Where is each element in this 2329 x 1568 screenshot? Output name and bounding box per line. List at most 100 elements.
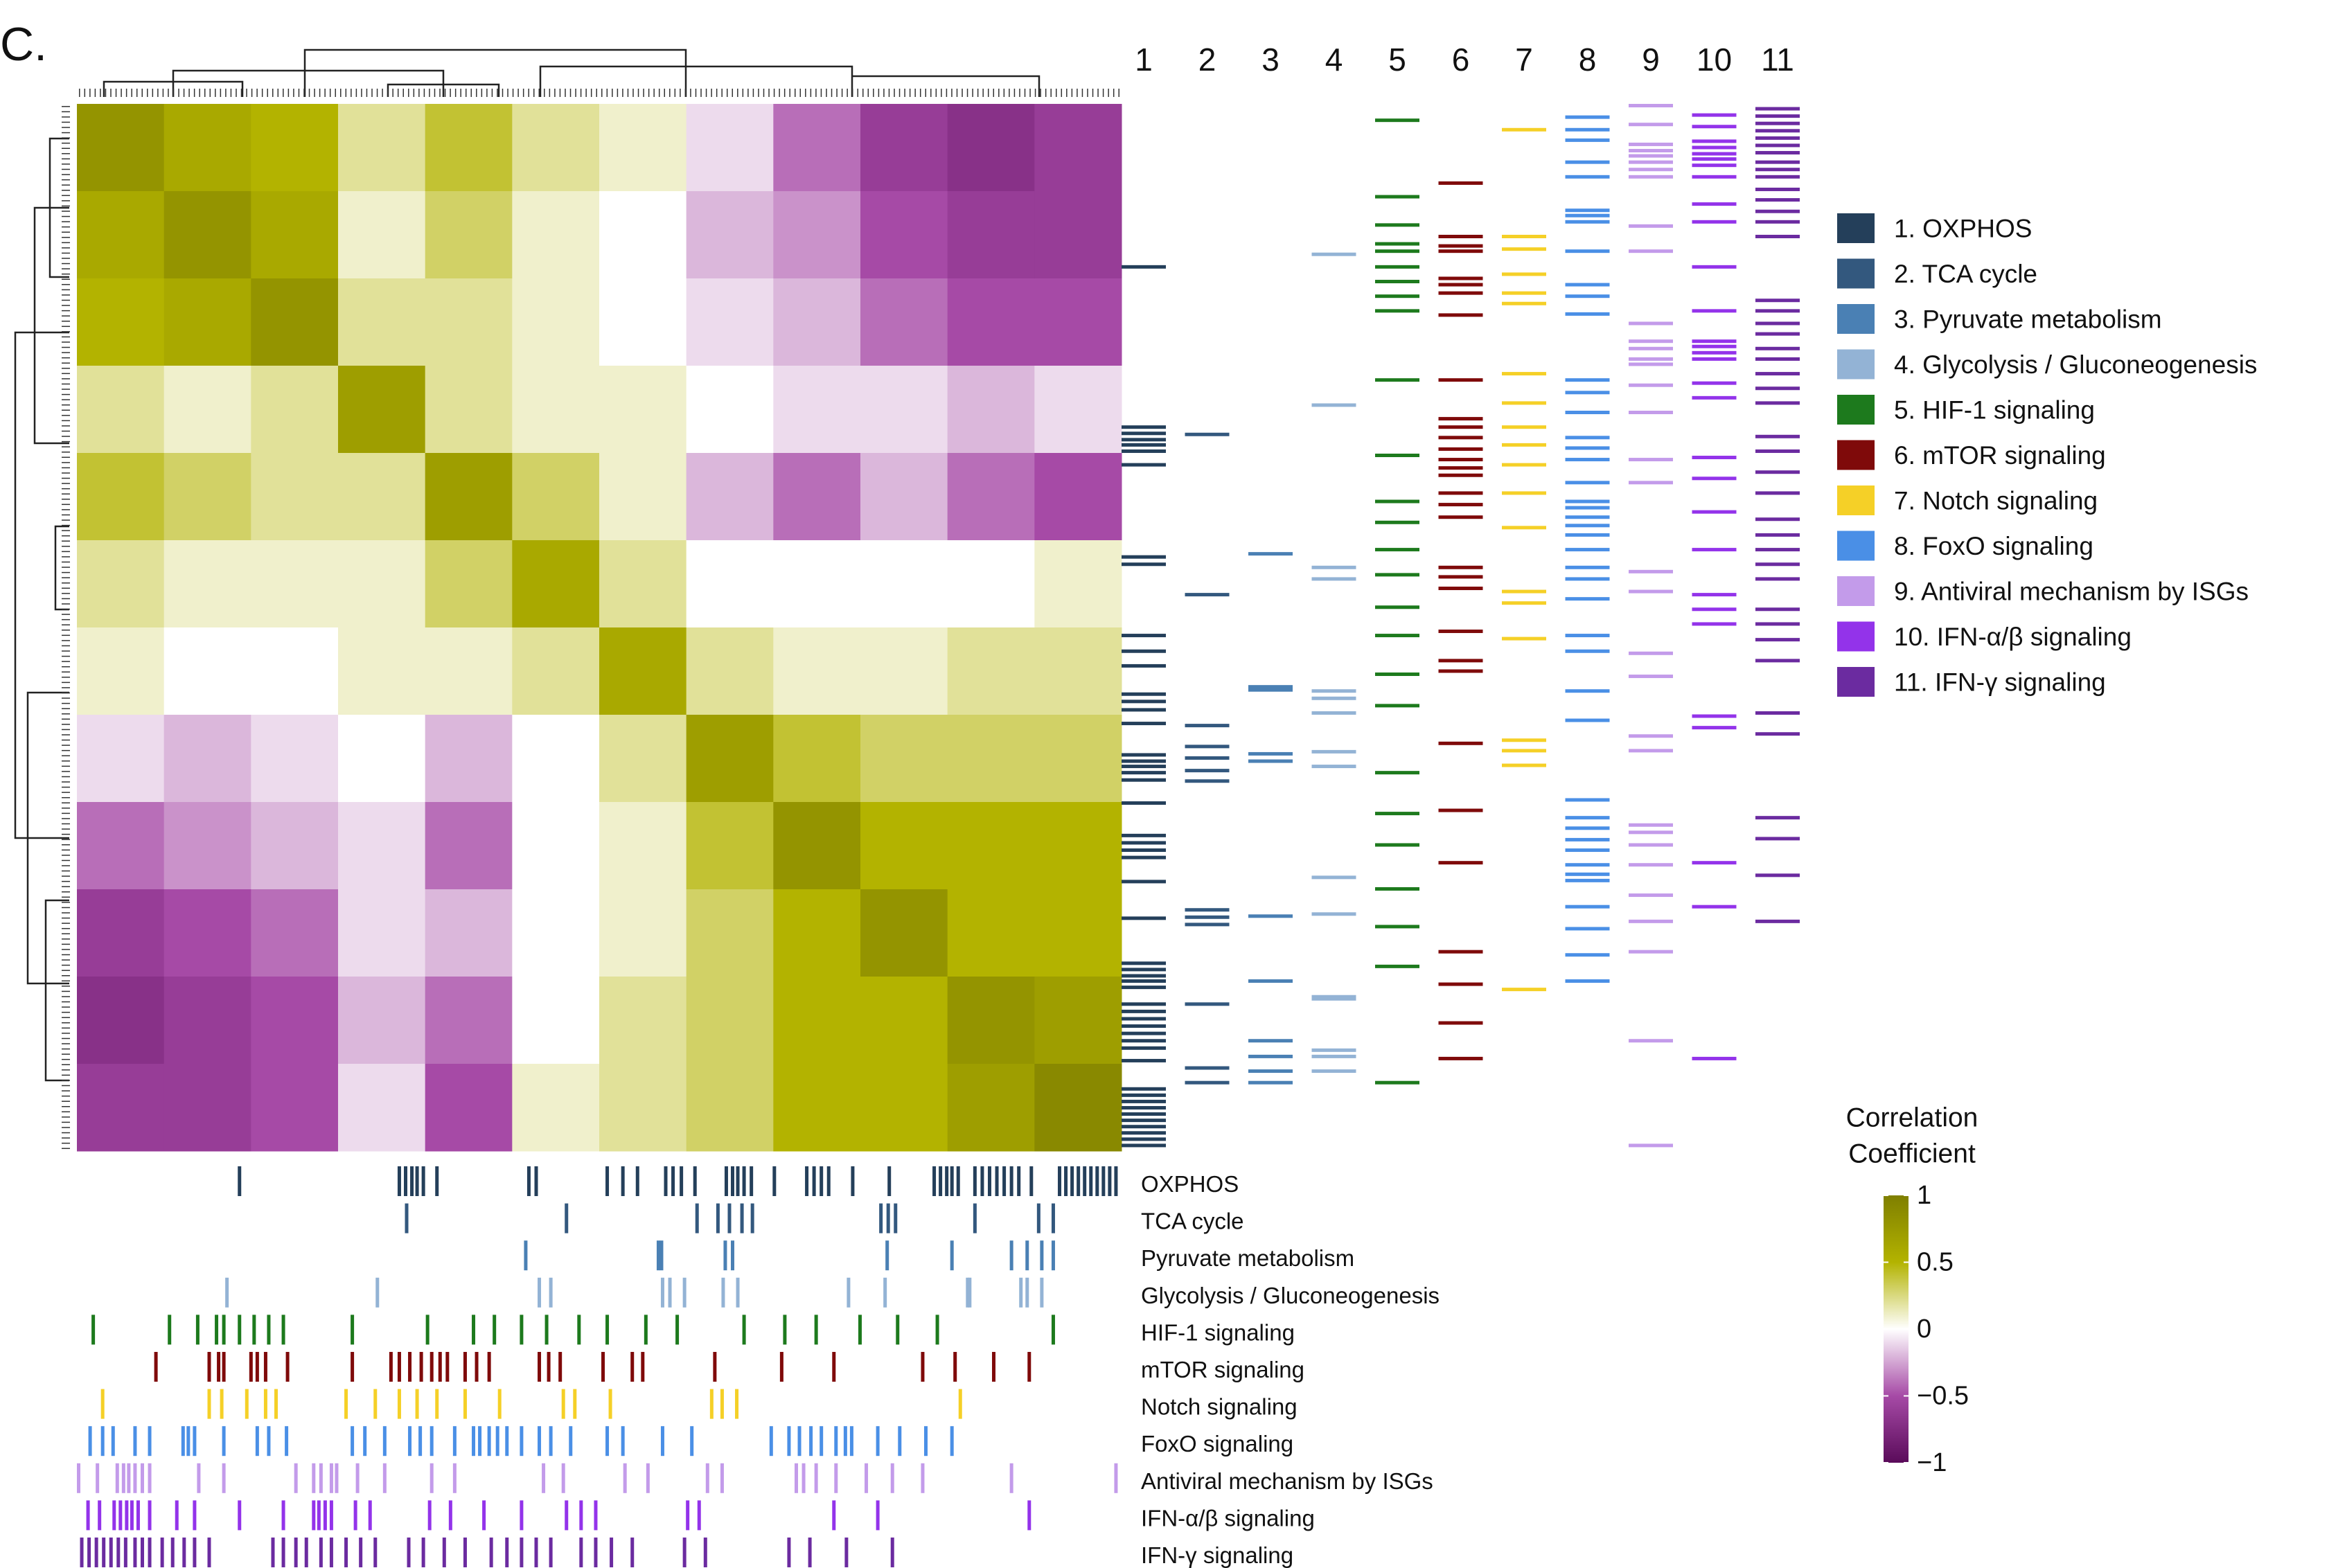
row-annotation — [1502, 301, 1546, 305]
row-annotation — [1755, 607, 1800, 612]
column-annotation — [130, 1500, 134, 1531]
column-annotation — [87, 1538, 91, 1567]
row-annotation — [1692, 1056, 1737, 1060]
heatmap-cell — [338, 715, 426, 803]
column-annotation — [659, 1240, 664, 1271]
heatmap-cell — [425, 802, 513, 890]
legend-swatch — [1837, 395, 1875, 425]
row-annotation — [1565, 634, 1610, 638]
row-annotation — [1629, 919, 1673, 923]
row-annotation — [1629, 339, 1673, 344]
heatmap-cell — [860, 191, 948, 279]
track-label: IFN-γ signaling — [1141, 1542, 1293, 1568]
heatmap-cell — [773, 366, 861, 454]
column-annotation — [430, 1463, 434, 1493]
heatmap-cell — [77, 191, 165, 279]
column-annotation — [534, 1538, 538, 1567]
column-annotation — [802, 1463, 806, 1493]
column-annotation — [375, 1277, 380, 1308]
row-annotation — [1755, 517, 1800, 522]
column-annotation — [542, 1463, 546, 1493]
legend-swatch — [1837, 440, 1875, 470]
row-annotation — [1755, 622, 1800, 626]
row-annotation — [1438, 950, 1483, 954]
column-annotation — [1009, 1463, 1013, 1493]
column-annotation — [935, 1315, 939, 1345]
legend-label: 6. mTOR signaling — [1894, 441, 2106, 470]
row-annotation — [1565, 127, 1610, 132]
column-annotation — [820, 1166, 824, 1196]
column-annotation — [168, 1315, 172, 1345]
row-annotation — [1375, 280, 1419, 284]
column-annotation — [973, 1166, 977, 1196]
row-annotation — [1185, 1080, 1230, 1085]
row-annotation — [1755, 121, 1800, 125]
column-annotation — [923, 1426, 928, 1456]
legend-label: 11. IFN-γ signaling — [1894, 668, 2106, 697]
column-annotation — [148, 1463, 152, 1493]
heatmap-cell — [425, 540, 513, 628]
column-annotation — [660, 1277, 664, 1308]
column-annotation — [693, 1166, 697, 1196]
column-annotation — [408, 1426, 412, 1456]
column-annotation — [686, 1500, 690, 1531]
heatmap-cell — [773, 802, 861, 890]
row-annotation — [1755, 187, 1800, 191]
column-annotation — [987, 1166, 991, 1196]
row-annotation — [1755, 129, 1800, 133]
row-annotation — [1375, 605, 1419, 609]
heatmap-cell — [599, 540, 687, 628]
dendrogram-leaves — [62, 89, 1119, 1149]
row-annotation — [1629, 362, 1673, 366]
row-annotation — [1438, 587, 1483, 591]
column-annotation — [797, 1426, 802, 1456]
column-annotation — [505, 1538, 509, 1567]
column-annotation — [876, 1500, 880, 1531]
column-annotation — [238, 1315, 242, 1345]
heatmap-cell — [163, 889, 251, 977]
track-label: FoxO signaling — [1141, 1431, 1293, 1456]
row-annotation — [1375, 249, 1419, 253]
heatmap-cell — [425, 889, 513, 977]
row-annotation — [1629, 823, 1673, 827]
legend-label: 2. TCA cycle — [1894, 260, 2037, 288]
heatmap-cell — [1034, 627, 1122, 715]
legend-label: 3. Pyruvate metabolism — [1894, 305, 2162, 334]
heatmap-cell — [599, 191, 687, 279]
column-annotation — [1108, 1166, 1112, 1196]
heatmap-cell — [599, 1064, 687, 1152]
column-annotation — [100, 1389, 105, 1419]
row-annotation — [1438, 861, 1483, 865]
row-annotation — [1629, 843, 1673, 847]
column-annotation — [887, 1166, 892, 1196]
column-annotation — [635, 1166, 639, 1196]
heatmap-cell — [686, 715, 774, 803]
heatmap-cell — [686, 627, 774, 715]
row-annotation — [1438, 1021, 1483, 1025]
heatmap-cell — [947, 715, 1035, 803]
legend-label: 9. Antiviral mechanism by ISGs — [1894, 578, 2249, 606]
row-annotation — [1311, 252, 1356, 256]
row-annotation — [1692, 163, 1737, 168]
row-annotation — [1755, 143, 1800, 148]
row-annotation — [1375, 265, 1419, 269]
column-annotation — [577, 1315, 581, 1345]
row-annotation — [1629, 734, 1673, 738]
heatmap-cell — [860, 104, 948, 192]
heatmap-cell — [860, 715, 948, 803]
heatmap-cell — [251, 889, 339, 977]
legend-label: 8. FoxO signaling — [1894, 532, 2093, 560]
row-annotation — [1629, 149, 1673, 153]
row-annotation — [1755, 175, 1800, 179]
column-annotation — [695, 1203, 699, 1233]
row-annotation — [1565, 115, 1610, 119]
column-annotation — [238, 1500, 242, 1531]
heatmap-cell — [163, 366, 251, 454]
column-annotation — [1077, 1166, 1081, 1196]
row-annotation — [1565, 499, 1610, 504]
column-annotation — [690, 1426, 694, 1456]
track-label: mTOR signaling — [1141, 1357, 1304, 1382]
row-annotation — [1438, 313, 1483, 317]
heatmap-cell — [425, 1064, 513, 1152]
row-annotation — [1375, 118, 1419, 123]
